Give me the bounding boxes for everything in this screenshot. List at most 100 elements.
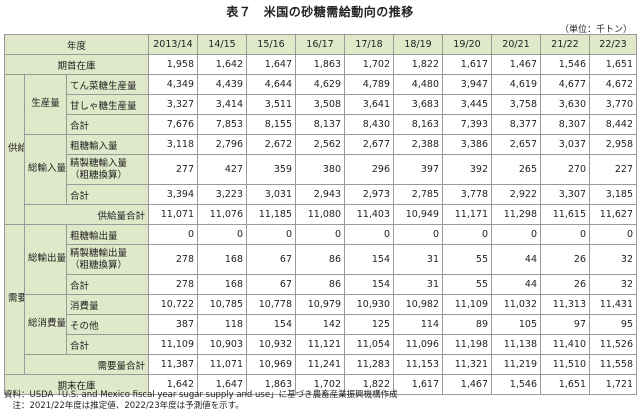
table-row: 合計 3,394 3,223 3,031 2,943 2,973 2,785 3,778 2,…	[5, 184, 637, 205]
value-cell: 3,118	[148, 134, 198, 155]
value-cell: 26	[540, 244, 590, 275]
value-cell: 10,979	[295, 294, 345, 315]
value-cell: 89	[442, 314, 492, 335]
value-cell: 8,430	[344, 114, 394, 135]
value-cell: 4,629	[295, 74, 345, 95]
value-cell: 3,327	[148, 94, 198, 115]
value-cell: 11,558	[589, 354, 637, 375]
value-cell: 11,071	[148, 204, 198, 225]
value-cell: 11,121	[295, 334, 345, 355]
value-cell: 11,283	[344, 354, 394, 375]
value-cell: 3,758	[491, 94, 541, 115]
value-cell: 67	[246, 274, 296, 295]
value-cell: 154	[344, 274, 394, 295]
table-row: 甘しゃ糖生産量 3,327 3,414 3,511 3,508 3,641 3,683 3,…	[5, 94, 637, 115]
value-cell: 1,467	[491, 54, 541, 75]
value-cell: 2,657	[491, 134, 541, 155]
value-cell: 11,403	[344, 204, 394, 225]
value-cell: 3,037	[540, 134, 590, 155]
value-cell: 11,241	[295, 354, 345, 375]
value-cell: 0	[246, 224, 296, 245]
value-cell: 4,619	[491, 74, 541, 95]
value-cell: 11,615	[540, 204, 590, 225]
value-cell: 0	[393, 224, 443, 245]
subgroup-label-imports: 総輸入量	[24, 134, 67, 205]
year-header: 2013/14	[148, 34, 198, 55]
value-cell: 11,054	[344, 334, 394, 355]
row-label-end-stock: 期末在庫	[4, 374, 149, 395]
value-cell: 2,785	[393, 184, 443, 205]
value-cell: 2,973	[344, 184, 394, 205]
value-cell: 1,617	[442, 54, 492, 75]
value-cell: 168	[197, 274, 247, 295]
value-cell: 1,702	[344, 54, 394, 75]
value-cell: 10,982	[393, 294, 443, 315]
value-cell: 3,185	[589, 184, 637, 205]
value-cell: 1,702	[295, 374, 345, 395]
row-label-supply-total: 供給量合計	[24, 204, 149, 225]
value-cell: 10,949	[393, 204, 443, 225]
value-cell: 3,947	[442, 74, 492, 95]
value-cell: 11,185	[246, 204, 296, 225]
value-cell: 265	[491, 154, 541, 185]
value-cell: 11,387	[148, 354, 198, 375]
group-label-supply: 供給	[4, 74, 25, 225]
value-cell: 0	[295, 224, 345, 245]
table-row: その他 387 118 154 142 125 114 89 105 97 95	[5, 314, 637, 335]
value-cell: 3,683	[393, 94, 443, 115]
year-header: 20/21	[491, 34, 541, 55]
value-cell: 86	[295, 274, 345, 295]
value-cell: 1,863	[295, 54, 345, 75]
value-cell: 95	[589, 314, 637, 335]
value-cell: 0	[491, 224, 541, 245]
value-cell: 8,137	[295, 114, 345, 135]
table-row: 総輸入量 粗糖輸入量 3,118 2,796 2,672 2,562 2,677 2,38…	[5, 134, 637, 205]
row-label: 合計	[66, 184, 149, 205]
value-cell: 380	[295, 154, 345, 185]
table-row: 合計 11,109 10,903 10,932 11,121 11,054 11,096 1…	[5, 334, 637, 355]
value-cell: 0	[540, 224, 590, 245]
row-label: 粗糖輸入量	[66, 134, 149, 155]
value-cell: 10,903	[197, 334, 247, 355]
value-cell: 3,508	[295, 94, 345, 115]
table-row: 期末在庫 1,642 1,647 1,863 1,702 1,822 1,617 1,467…	[4, 374, 637, 395]
value-cell: 11,109	[148, 334, 198, 355]
row-label-begin-stock: 期首在庫	[4, 54, 149, 75]
table-row: 精製糖輸出量（粗糖換算） 278 168 67 86 154 31 55 44 26 32	[5, 244, 637, 275]
value-cell: 11,298	[491, 204, 541, 225]
value-cell: 26	[540, 274, 590, 295]
value-cell: 2,796	[197, 134, 247, 155]
year-header: 14/15	[197, 34, 247, 55]
value-cell: 3,770	[589, 94, 637, 115]
value-cell: 11,198	[442, 334, 492, 355]
row-label: 合計	[66, 114, 149, 135]
value-cell: 2,943	[295, 184, 345, 205]
table-notes: 資料：USDA「U.S. and Mexico fiscal year suga…	[4, 390, 398, 413]
year-header: 18/19	[393, 34, 443, 55]
table-row: 精製糖輸入量（粗糖換算） 277 427 359 380 296 397 392 265 270…	[5, 154, 637, 185]
value-cell: 11,080	[295, 204, 345, 225]
value-cell: 118	[197, 314, 247, 335]
table-row: 期首在庫 1,958 1,642 1,647 1,863 1,702 1,822 1,617…	[4, 54, 637, 75]
row-label: 合計	[66, 334, 149, 355]
value-cell: 11,321	[442, 354, 492, 375]
value-cell: 4,439	[197, 74, 247, 95]
value-cell: 11,526	[589, 334, 637, 355]
value-cell: 387	[148, 314, 198, 335]
value-cell: 11,138	[491, 334, 541, 355]
value-cell: 3,778	[442, 184, 492, 205]
value-cell: 10,932	[246, 334, 296, 355]
value-cell: 1,721	[589, 374, 637, 395]
value-cell: 11,431	[589, 294, 637, 315]
value-cell: 1,467	[442, 374, 492, 395]
footnote: 注：2021/22年度は推定値、2022/23年度は予測値を示す。	[4, 401, 244, 412]
value-cell: 114	[393, 314, 443, 335]
value-cell: 278	[148, 244, 198, 275]
value-cell: 8,163	[393, 114, 443, 135]
value-cell: 8,155	[246, 114, 296, 135]
subgroup-label-consumption: 総消費量	[24, 294, 67, 355]
value-cell: 8,377	[491, 114, 541, 135]
source-note: 資料：USDA「U.S. and Mexico fiscal year suga…	[4, 390, 398, 400]
value-cell: 154	[246, 314, 296, 335]
value-cell: 154	[344, 244, 394, 275]
